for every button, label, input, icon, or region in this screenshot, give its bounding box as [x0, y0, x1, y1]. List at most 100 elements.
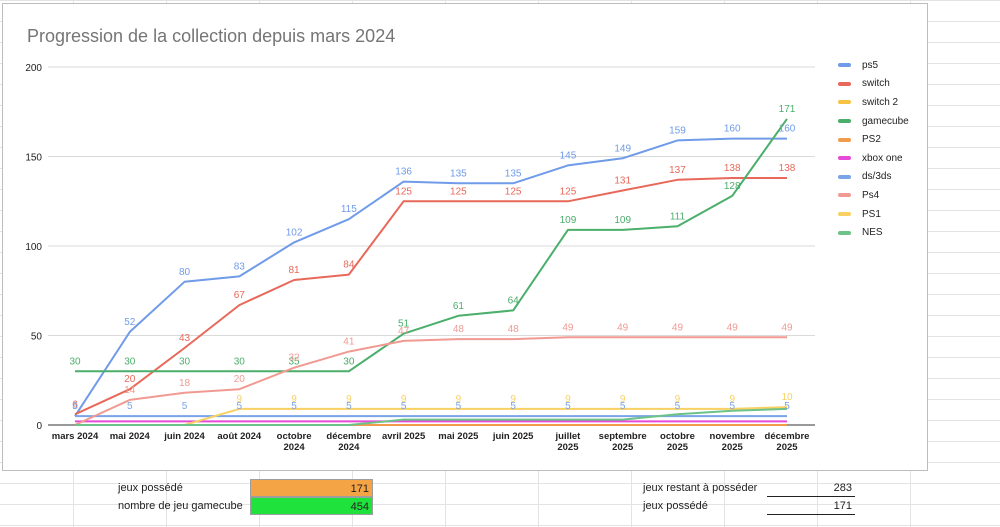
- owned-games-value[interactable]: 171: [250, 479, 373, 497]
- chart-title: Progression de la collection depuis mars…: [27, 26, 396, 46]
- data-label: 49: [727, 322, 739, 333]
- data-label: 5: [72, 401, 78, 412]
- data-label: 30: [124, 356, 136, 367]
- legend-label: gamecube: [862, 115, 909, 127]
- data-label: 149: [614, 143, 631, 154]
- legend-swatch: [838, 119, 851, 124]
- x-tick-label: 2025: [776, 442, 798, 453]
- x-tick-label: décembre: [326, 431, 371, 442]
- data-label: 5: [729, 401, 735, 412]
- sheet-summary: jeux possédé 171 nombre de jeu gamecube …: [0, 477, 1000, 527]
- data-label: 9: [675, 394, 681, 405]
- legend-swatch: [838, 174, 851, 179]
- data-label: 135: [450, 168, 467, 179]
- legend-label: xbox one: [862, 152, 903, 164]
- data-label: 125: [450, 186, 467, 197]
- owned-games-value-2[interactable]: 171: [767, 497, 855, 515]
- series-line-gamecube: [75, 118, 788, 373]
- legend-label: ds/3ds: [862, 171, 892, 183]
- x-tick-label: juin 2024: [163, 431, 205, 442]
- data-label: 9: [346, 394, 352, 405]
- data-label: 138: [779, 163, 796, 174]
- data-label: 102: [286, 227, 303, 238]
- x-tick-label: septembre: [599, 431, 647, 442]
- data-label: 5: [127, 401, 133, 412]
- data-label: 125: [505, 186, 522, 197]
- legend-item: gamecube: [838, 112, 909, 131]
- data-label: 32: [289, 353, 301, 364]
- data-label: 81: [289, 265, 301, 276]
- data-label: 41: [343, 337, 355, 348]
- data-label: 30: [69, 356, 81, 367]
- x-tick-label: 2024: [338, 442, 360, 453]
- data-label: 84: [343, 260, 355, 271]
- owned-games-label-2[interactable]: jeux possédé: [643, 500, 708, 512]
- data-label: 9: [291, 394, 297, 405]
- legend-item: xbox one: [838, 149, 909, 168]
- x-tick-label: octobre: [660, 431, 695, 442]
- data-label: 49: [617, 322, 629, 333]
- data-label: 10: [781, 392, 793, 403]
- data-label: 30: [234, 356, 246, 367]
- data-label: 125: [560, 186, 577, 197]
- legend-item: Ps4: [838, 186, 909, 205]
- data-label: 135: [505, 168, 522, 179]
- data-label: 9: [565, 394, 571, 405]
- data-label: 9: [620, 394, 626, 405]
- data-label: 131: [614, 176, 631, 187]
- owned-games-label[interactable]: jeux possédé: [118, 482, 183, 494]
- data-label: 49: [562, 322, 574, 333]
- data-label: 5: [291, 401, 297, 412]
- data-label: 67: [234, 290, 246, 301]
- data-label: 83: [234, 261, 246, 272]
- x-tick-label: mai 2024: [110, 431, 151, 442]
- legend-label: switch: [862, 78, 890, 90]
- data-label: 9: [456, 394, 462, 405]
- x-tick-label: 2024: [284, 442, 306, 453]
- y-tick-label: 200: [25, 63, 42, 74]
- data-label: 125: [395, 186, 412, 197]
- x-tick-label: août 2024: [217, 431, 262, 442]
- data-label: 49: [672, 322, 684, 333]
- data-label: 18: [179, 378, 191, 389]
- data-label: 160: [724, 124, 741, 135]
- data-label: 128: [724, 181, 741, 192]
- chart-legend: ps5 switch switch 2 gamecube PS2 xbox one ds/3…: [838, 56, 909, 242]
- x-tick-label: novembre: [710, 431, 755, 442]
- data-label: 5: [182, 401, 188, 412]
- data-label: 64: [508, 295, 520, 306]
- data-label: 115: [341, 204, 357, 215]
- data-label: 145: [560, 150, 577, 161]
- legend-item: switch 2: [838, 93, 909, 112]
- x-tick-label: 2025: [557, 442, 579, 453]
- gamecube-count-value[interactable]: 454: [250, 497, 373, 515]
- legend-swatch: [838, 81, 851, 86]
- data-label: 5: [510, 401, 516, 412]
- chart-card[interactable]: Progression de la collection depuis mars…: [2, 3, 928, 471]
- legend-label: switch 2: [862, 96, 899, 108]
- gamecube-count-label[interactable]: nombre de jeu gamecube: [118, 500, 243, 512]
- data-label: 80: [179, 267, 191, 278]
- series-line-nes: [75, 407, 788, 426]
- data-label: 30: [179, 356, 191, 367]
- legend-item: NES: [838, 223, 909, 242]
- data-label: 5: [784, 401, 790, 412]
- remaining-games-value[interactable]: 283: [767, 479, 855, 497]
- remaining-games-label[interactable]: jeux restant à posséder: [643, 482, 758, 494]
- data-label: 6: [72, 399, 78, 410]
- data-label: 49: [781, 322, 793, 333]
- data-label: 9: [401, 394, 407, 405]
- data-label: 5: [401, 401, 407, 412]
- data-label: 5: [346, 401, 352, 412]
- data-label: 5: [565, 401, 571, 412]
- data-label: 61: [453, 301, 465, 312]
- legend-swatch: [838, 100, 851, 105]
- data-label: 136: [395, 167, 412, 178]
- x-tick-label: juillet: [555, 431, 582, 442]
- data-label: 47: [398, 326, 410, 337]
- x-tick-label: 2025: [722, 442, 744, 453]
- data-label: 160: [779, 124, 796, 135]
- y-tick-label: 150: [25, 153, 42, 164]
- data-label: 48: [508, 324, 520, 335]
- data-label: 48: [453, 324, 465, 335]
